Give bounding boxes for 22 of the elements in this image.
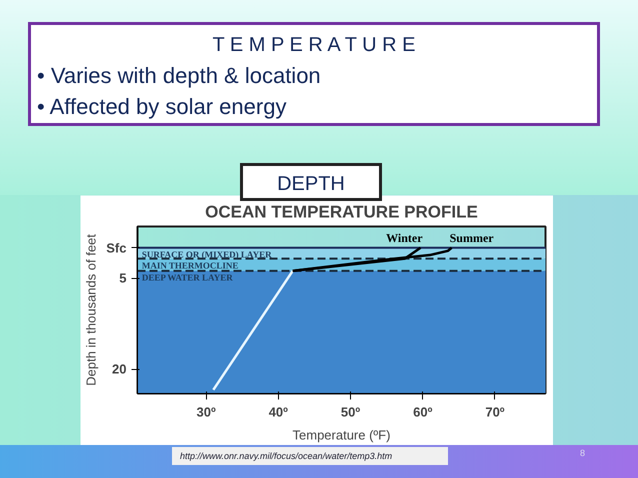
x-tick-label: 30º [196, 404, 216, 420]
text: • Affected by solar energy [37, 92, 288, 121]
text: 8 [580, 447, 586, 460]
y-tick-label: 5 [119, 270, 127, 286]
x-tick-label: 50º [340, 404, 360, 420]
text: T E M P E R A T U R E [211, 33, 417, 58]
chart-title: OCEAN TEMPERATURE PROFILE [205, 202, 478, 222]
x-tick-label: 70º [485, 404, 505, 420]
series-label: Summer [450, 230, 494, 245]
text: http://www.onr.navy.mil/focus/ocean/water/temp3.htm [172, 447, 448, 465]
text: • Varies with depth & location [37, 62, 322, 90]
y-axis-title: Depth in thousands of feet [83, 234, 98, 386]
text: DEPTH [240, 163, 382, 201]
y-tick-label: 20 [112, 362, 127, 377]
series-label: Winter [386, 230, 424, 245]
x-axis-title: Temperature (ºF) [292, 428, 390, 442]
y-tick-label: Sfc [106, 240, 127, 256]
band-label: SURFACE OR (MIXED) LAYER [142, 250, 272, 260]
band-label: DEEP WATER LAYER [142, 272, 234, 283]
x-tick-label: 60º [413, 404, 433, 420]
x-tick-label: 40º [268, 404, 288, 420]
band-label: MAIN THERMOCLINE [142, 260, 238, 271]
